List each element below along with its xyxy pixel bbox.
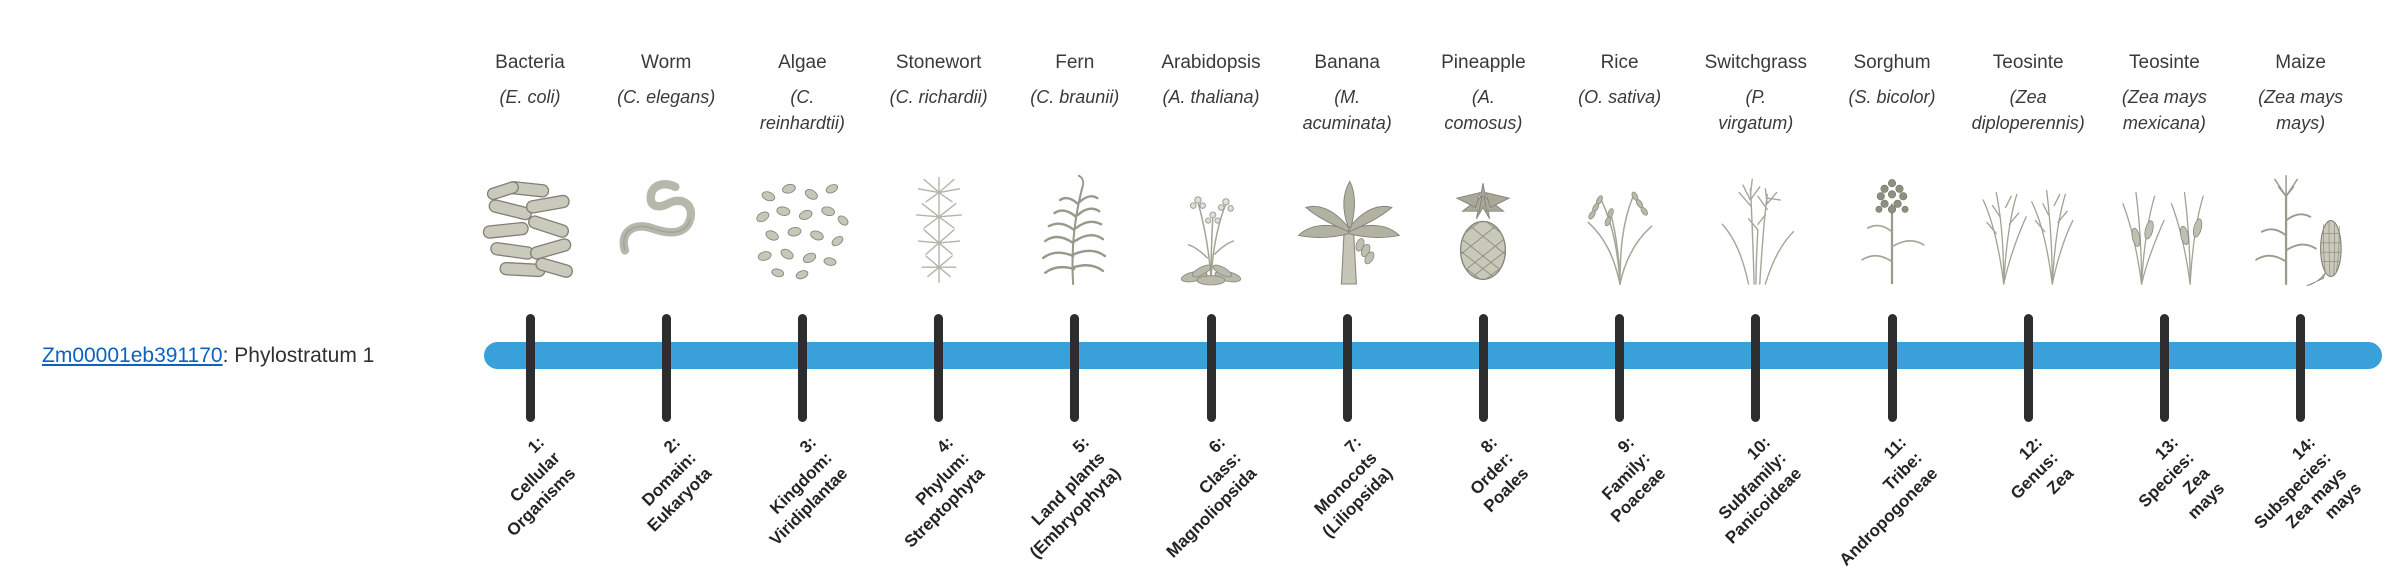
taxon-scientific-name: (O. sativa) [1578,87,1662,107]
taxon-column: Stonewort (C. richardii) 4: Phylum: Stre… [869,0,1009,580]
timeline-tick [1070,314,1080,422]
sorghum-icon [1834,158,1950,288]
teosinte-diploperennis-icon [1970,158,2086,288]
taxon-scientific-name: (A. comosus) [1444,87,1523,134]
taxon-common-name: Stonewort [895,52,982,73]
timeline-tick [661,314,671,422]
timeline-tick [525,314,535,422]
taxon-scientific-name: (E. coli) [499,87,561,107]
taxon-common-name: Bacteria [495,52,565,73]
taxon-scientific-name: (Zea mays mays) [2258,87,2344,134]
taxon-common-name: Banana [1314,52,1380,73]
taxon-common-name: Teosinte [2129,52,2200,73]
taxon-column: Bacteria (E. coli) 1: Cellular Organisms [460,0,600,580]
gene-link[interactable]: Zm00001eb391170 [42,344,223,367]
taxon-scientific-name: (C. braunii) [1030,87,1120,107]
taxon-common-name: Teosinte [1992,52,2064,73]
taxon-column: Algae (C. reinhardtii) 3: Kingdom: Virid… [732,0,872,580]
taxon-column: Rice (O. sativa) 9: Family: Poaceae [1550,0,1690,580]
taxon-common-name: Switchgrass [1704,52,1807,73]
taxon-column: Banana (M. acuminata) 7: Monocots (Lilio… [1277,0,1417,580]
timeline-tick [1342,314,1352,422]
timeline-tick [2296,314,2306,422]
stonewort-icon [881,158,997,288]
taxon-column: Switchgrass (P. virgatum) 10: Subfamily:… [1686,0,1826,580]
pineapple-icon [1425,158,1541,288]
algae-icon [744,158,860,288]
bacteria-icon [472,158,588,288]
timeline-tick [1615,314,1625,422]
taxon-scientific-name: (Zea mays mexicana) [2121,87,2207,134]
taxon-scientific-name: (P. virgatum) [1718,87,1794,134]
timeline-tick [934,314,944,422]
taxon-column: Sorghum (S. bicolor) 11: Tribe: Andropog… [1822,0,1962,580]
taxon-scientific-name: (A. thaliana) [1162,87,1260,107]
gene-label: Zm00001eb391170: Phylostratum 1 [42,344,374,368]
timeline-tick [1887,314,1897,422]
taxon-column: Maize (Zea mays mays) 14: Subspecies: Ze… [2231,0,2371,580]
taxon-column: Teosinte (Zea mays mexicana) 13: Species… [2094,0,2234,580]
timeline-tick [2159,314,2169,422]
fern-icon [1017,158,1133,288]
arabidopsis-icon [1153,158,1269,288]
timeline-tick [797,314,807,422]
taxon-common-name: Pineapple [1441,52,1526,73]
rice-plant-icon [1562,158,1678,288]
taxon-common-name: Algae [778,52,827,73]
taxon-scientific-name: (C. richardii) [889,87,988,107]
taxon-common-name: Sorghum [1853,52,1931,73]
taxon-common-name: Rice [1600,52,1639,73]
taxon-scientific-name: (M. acuminata) [1302,87,1392,134]
teosinte-mexicana-icon [2106,158,2222,288]
taxon-scientific-name: (Zea diploperennis) [1971,87,2085,134]
taxon-common-name: Worm [641,52,692,73]
taxon-column: Teosinte (Zea diploperennis) 12: Genus: … [1958,0,2098,580]
maize-icon [2243,158,2359,288]
taxon-common-name: Fern [1055,52,1095,73]
banana-plant-icon [1289,158,1405,288]
taxon-scientific-name: (C. elegans) [617,87,716,107]
taxon-column: Worm (C. elegans) 2: Domain: Eukaryota [596,0,736,580]
taxon-common-name: Maize [2275,52,2326,73]
taxon-column: Arabidopsis (A. thaliana) 6: Class: Magn… [1141,0,1281,580]
taxon-scientific-name: (S. bicolor) [1848,87,1936,107]
switchgrass-icon [1698,158,1814,288]
gene-label-suffix: : Phylostratum 1 [222,344,375,367]
taxon-common-name: Arabidopsis [1161,52,1261,73]
taxon-column: Pineapple (A. comosus) 8: Order: Poales [1413,0,1553,580]
timeline-tick [1478,314,1488,422]
timeline-tick [2023,314,2033,422]
taxon-scientific-name: (C. reinhardtii) [759,87,845,134]
timeline-tick [1751,314,1761,422]
taxon-column: Fern (C. braunii) 5: Land plants (Embryo… [1005,0,1145,580]
worm-icon [608,158,724,288]
timeline-tick [1206,314,1216,422]
